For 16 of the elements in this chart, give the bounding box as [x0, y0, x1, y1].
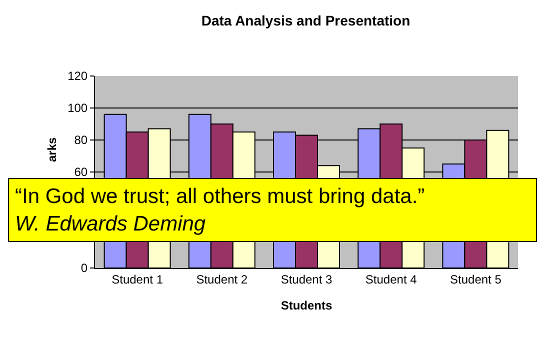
chart-title: Data Analysis and Presentation	[201, 12, 410, 29]
x-tick-label: Student 1	[112, 272, 164, 286]
y-tick-label: 60	[74, 165, 88, 180]
y-tick-label: 0	[80, 261, 88, 276]
x-tick-label: Student 2	[196, 272, 248, 286]
x-axis-title: Students	[280, 298, 332, 312]
annotation: W. Edwards Deming	[15, 212, 206, 236]
x-tick-label: Student 4	[365, 272, 418, 286]
x-tick-label: Student 5	[450, 272, 502, 286]
y-tick-label: 120	[68, 69, 88, 84]
y-tick-label: 80	[74, 133, 88, 148]
annotation: “In God we trust; all others must bring data.”	[15, 185, 425, 208]
y-tick-label: 100	[68, 101, 88, 116]
note-box: “In God we trust; all others must bring data.” W. Edwards Deming	[8, 178, 537, 242]
y-axis-title: arks	[45, 136, 59, 162]
x-tick-label: Student 3	[280, 272, 333, 286]
